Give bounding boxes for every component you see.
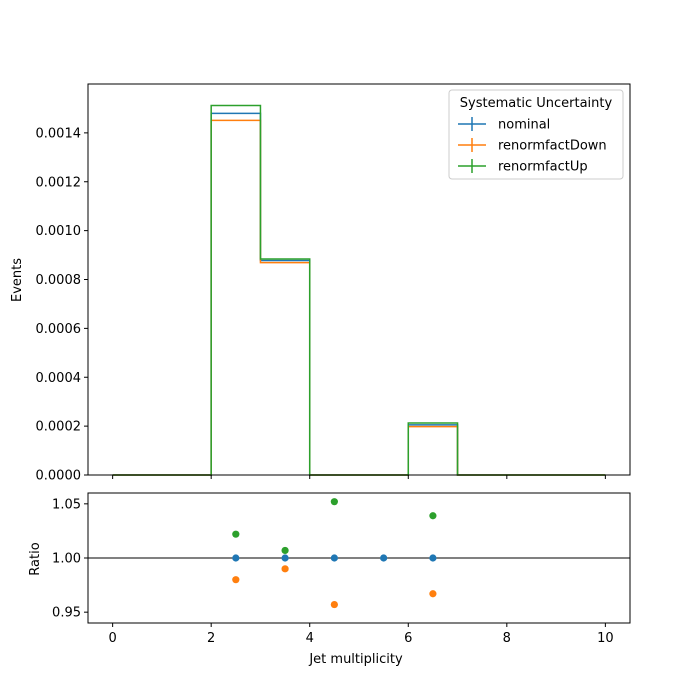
legend-label-renormfactUp: renormfactUp [498, 160, 588, 175]
ratio-points-group [232, 498, 437, 609]
main-y-axis-label: Events [10, 258, 25, 302]
ratio-point-nominal [429, 554, 437, 562]
x-axis-label: Jet multiplicity [308, 652, 403, 667]
ratio-point-renormfactUp [281, 546, 289, 555]
ratio-y-tick-label: 1.00 [52, 552, 81, 567]
ratio-point-renormfactDown [232, 576, 240, 584]
ratio-y-axis-label: Ratio [28, 542, 43, 575]
ratio-point-nominal [380, 554, 388, 562]
main-panel: 0.0000 0.0002 0.0004 0.0006 0.0008 0.0010 0.00… [10, 83, 631, 484]
ratio-panel: 0.95 1.00 1.05 0 2 4 6 8 10 Ratio Jet multiplic… [28, 492, 631, 667]
legend-label-nominal: nominal [498, 118, 550, 133]
ratio-point-renormfactUp [429, 512, 437, 520]
ratio-x-ticks: 0 2 4 6 8 10 [108, 623, 614, 646]
main-y-tick-label: 0.0012 [36, 175, 82, 190]
ratio-point-renormfactUp [232, 530, 240, 538]
ratio-y-tick-label: 1.05 [52, 497, 81, 512]
main-y-tick-label: 0.0004 [36, 371, 82, 386]
ratio-x-tick-label: 8 [503, 631, 511, 646]
legend-box [448, 89, 624, 180]
ratio-point-renormfactDown [330, 600, 338, 609]
legend: Systematic Uncertainty nominal renormfact… [448, 89, 624, 180]
legend-title: Systematic Uncertainty [460, 96, 613, 111]
main-y-tick-label: 0.0006 [36, 322, 82, 337]
ratio-point-renormfactDown [429, 590, 437, 598]
main-y-tick-label: 0.0002 [36, 420, 82, 435]
ratio-x-tick-label: 6 [404, 631, 412, 646]
ratio-y-ticks: 0.95 1.00 1.05 [52, 497, 88, 621]
ratio-x-tick-label: 2 [207, 631, 215, 646]
ratio-point-renormfactDown [281, 565, 289, 573]
ratio-point-nominal [232, 554, 240, 562]
ratio-point-nominal [330, 554, 338, 562]
ratio-x-tick-label: 4 [306, 631, 314, 646]
main-y-ticks: 0.0000 0.0002 0.0004 0.0006 0.0008 0.0010 0.00… [36, 126, 88, 484]
ratio-point-renormfactUp [330, 498, 338, 506]
legend-label-renormfactDown: renormfactDown [498, 139, 607, 154]
main-y-tick-label: 0.0014 [36, 126, 82, 141]
main-y-tick-label: 0.0010 [36, 224, 82, 239]
legend-entries: nominal renormfactDown renormfactUp [458, 117, 607, 175]
ratio-x-tick-label: 0 [108, 631, 116, 646]
main-y-tick-label: 0.0008 [36, 273, 82, 288]
ratio-y-tick-label: 0.95 [52, 606, 81, 621]
main-y-tick-label: 0.0000 [36, 469, 82, 484]
ratio-point-nominal [281, 554, 289, 562]
ratio-x-tick-label: 10 [597, 631, 614, 646]
main-x-ticks [112, 475, 606, 479]
